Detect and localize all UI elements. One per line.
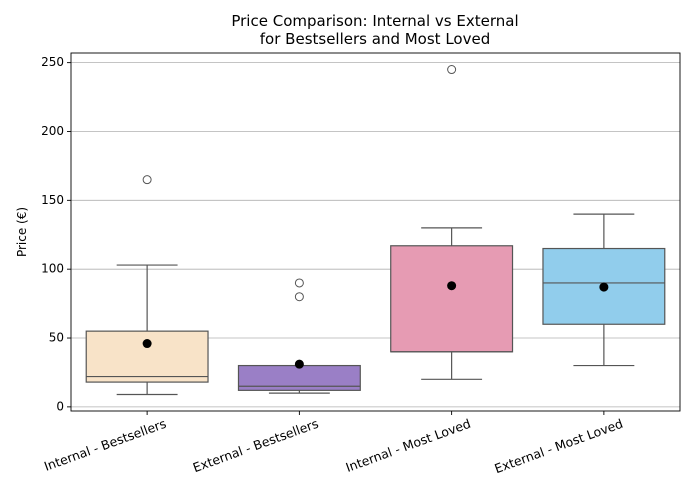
mean-marker — [142, 339, 152, 349]
y-axis-label: Price (€) — [15, 207, 29, 257]
box-group — [85, 175, 209, 396]
x-axis: Internal - Bestsellers External - Bestsel… — [42, 411, 625, 476]
y-tick-label: 0 — [56, 399, 64, 413]
x-tick-label: External - Most Loved — [492, 416, 625, 476]
box-group — [390, 65, 514, 380]
x-tick-label: Internal - Most Loved — [344, 416, 473, 475]
iqr-box — [390, 245, 514, 353]
outlier-point — [294, 278, 304, 288]
mean-marker — [294, 359, 304, 369]
mean-marker — [447, 281, 457, 291]
outlier-point — [294, 292, 304, 302]
x-tick-label: External - Bestsellers — [191, 416, 321, 475]
y-tick-label: 200 — [41, 124, 64, 138]
axes-frame — [70, 52, 681, 412]
box-group — [237, 278, 361, 394]
outlier-point — [142, 175, 152, 185]
y-tick-label: 50 — [49, 331, 64, 345]
outlier-point — [447, 65, 457, 75]
box-group — [542, 213, 666, 367]
mean-marker — [599, 282, 609, 292]
y-tick-label: 250 — [41, 55, 64, 69]
y-axis: 0 50 100 150 200 250 — [41, 55, 71, 413]
chart-title-line-1: Price Comparison: Internal vs External — [231, 12, 518, 30]
iqr-box — [85, 330, 209, 383]
x-tick-label: Internal - Bestsellers — [42, 416, 168, 474]
y-tick-label: 100 — [41, 262, 64, 276]
chart-title-line-2: for Bestsellers and Most Loved — [260, 30, 490, 48]
plot-area — [85, 65, 666, 396]
y-tick-label: 150 — [41, 193, 64, 207]
